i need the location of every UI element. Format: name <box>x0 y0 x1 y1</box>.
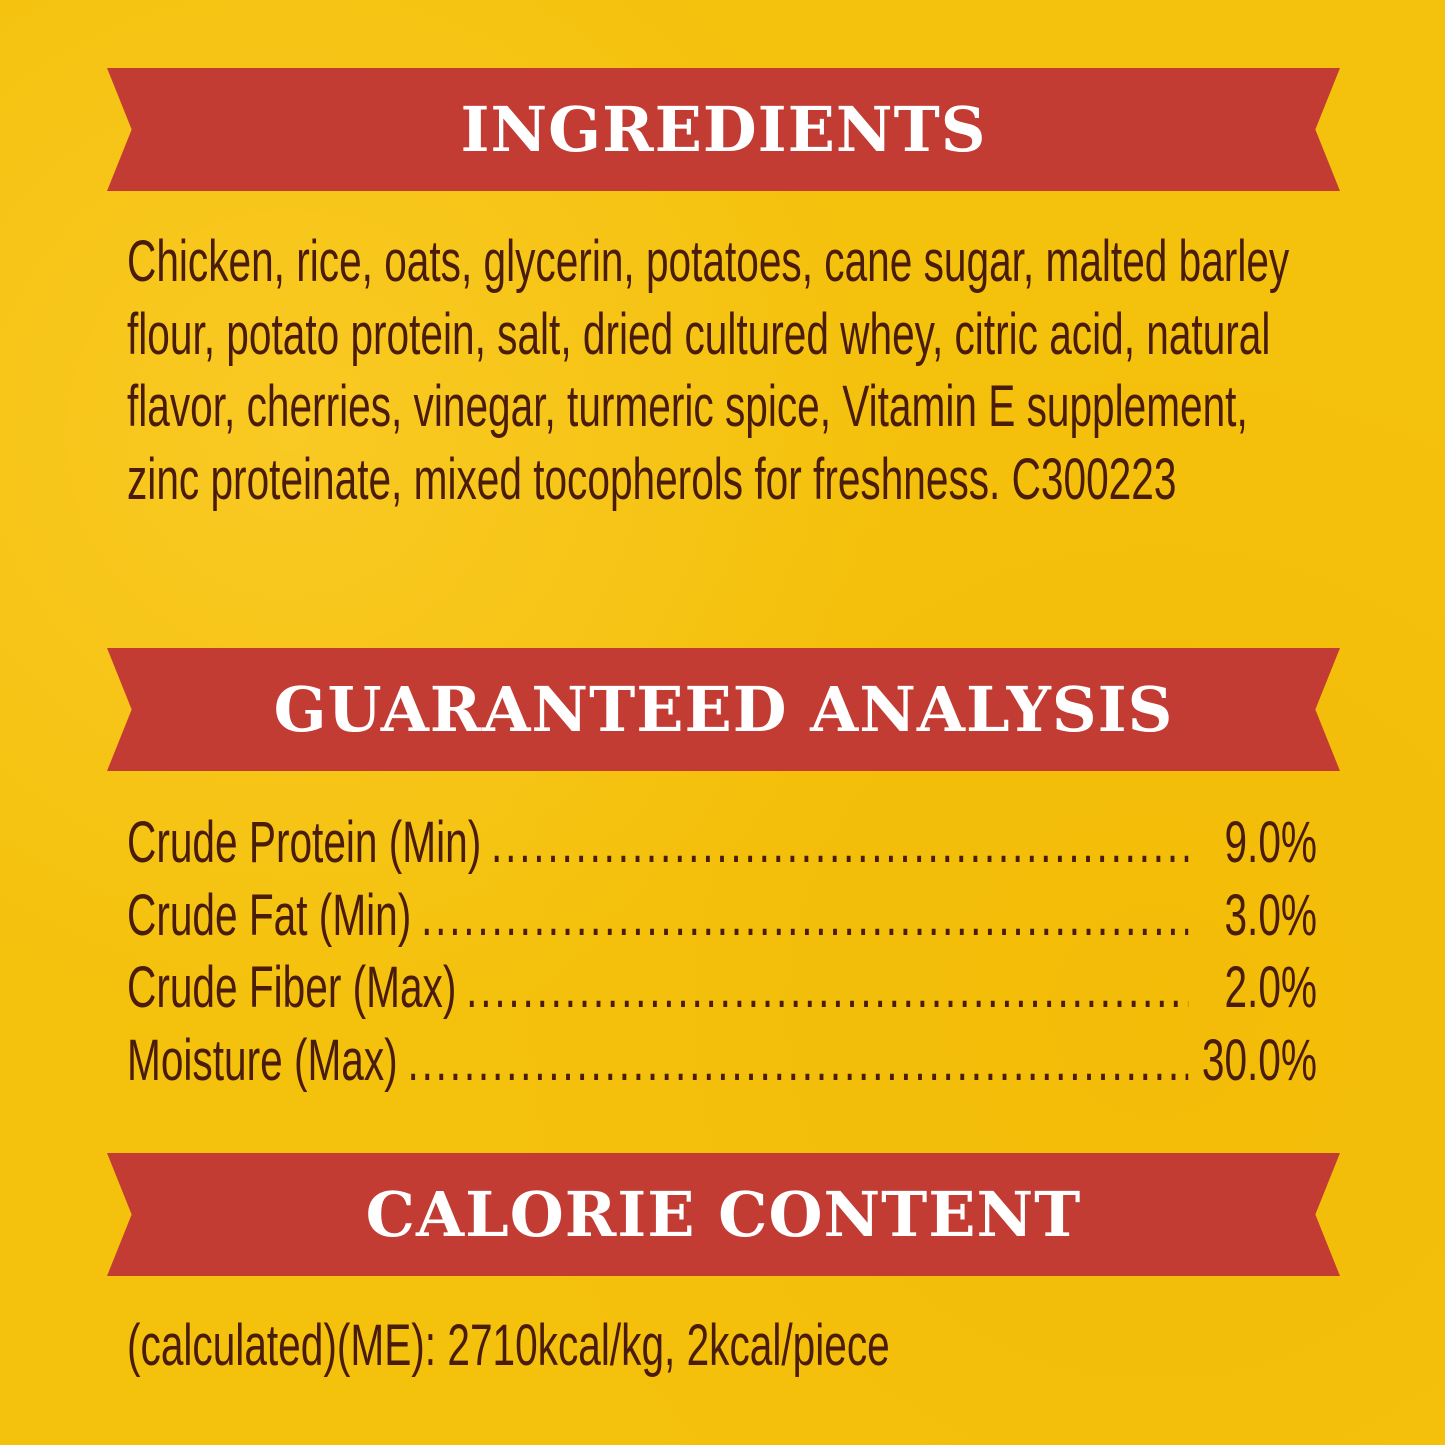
dot-leader: ........................................… <box>466 955 1188 1020</box>
dot-leader: ........................................… <box>491 810 1189 875</box>
calories-text: (calculated)(ME): 2710kcal/kg, 2kcal/pie… <box>127 1310 1303 1383</box>
row-label: Moisture (Max) <box>127 1027 398 1093</box>
dot-leader: ........................................… <box>421 882 1188 948</box>
analysis-title: GUARANTEED ANALYSIS <box>273 673 1174 746</box>
ingredients-line: flavor, cherries, vinegar, turmeric spic… <box>127 374 1248 439</box>
row-value: 3.0% <box>1224 882 1317 948</box>
calories-line: (calculated)(ME): 2710kcal/kg, 2kcal/pie… <box>127 1313 890 1378</box>
calories-title: CALORIE CONTENT <box>365 1178 1082 1251</box>
row-value: 9.0% <box>1224 810 1317 875</box>
analysis-row: Crude Fat (Min).........................… <box>127 880 1317 953</box>
analysis-row: Moisture (Max)..........................… <box>127 1025 1317 1098</box>
row-label: Crude Protein (Min) <box>127 810 482 875</box>
dot-leader: ........................................… <box>407 1027 1189 1093</box>
row-value: 2.0% <box>1224 955 1317 1020</box>
analysis-table: Crude Protein (Min).....................… <box>127 807 1317 1097</box>
ingredients-line: zinc proteinate, mixed tocopherols for f… <box>127 446 1177 512</box>
analysis-banner: GUARANTEED ANALYSIS <box>107 648 1340 771</box>
calories-banner: CALORIE CONTENT <box>107 1153 1340 1276</box>
ingredients-line: flour, potato protein, salt, dried cultu… <box>127 301 1271 367</box>
ingredients-title: INGREDIENTS <box>460 93 987 166</box>
row-value: 30.0% <box>1201 1027 1317 1093</box>
row-label: Crude Fiber (Max) <box>127 955 457 1020</box>
ingredients-line: Chicken, rice, oats, glycerin, potatoes,… <box>127 229 1290 294</box>
analysis-row: Crude Protein (Min).....................… <box>127 807 1317 880</box>
row-label: Crude Fat (Min) <box>127 882 412 948</box>
ingredients-text: Chicken, rice, oats, glycerin, potatoes,… <box>127 226 1303 516</box>
analysis-row: Crude Fiber (Max).......................… <box>127 952 1317 1025</box>
ingredients-banner: INGREDIENTS <box>107 68 1340 191</box>
